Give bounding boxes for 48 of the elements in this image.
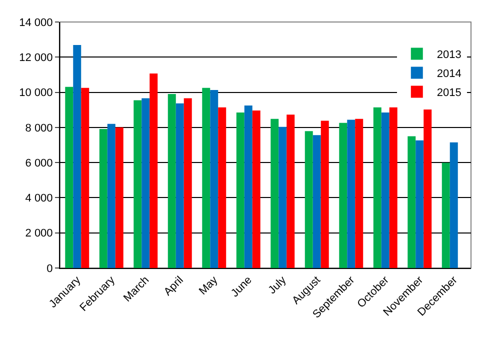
legend-label: 2013: [436, 49, 462, 62]
bar: [115, 127, 124, 268]
y-tick-label: 6 000: [25, 157, 53, 170]
bar: [416, 140, 424, 268]
bar: [252, 110, 260, 268]
bar: [286, 114, 295, 268]
bar: [389, 107, 398, 268]
y-tick-label: 8 000: [25, 122, 53, 134]
bar: [107, 124, 116, 268]
bar: [218, 107, 226, 268]
bar: [65, 86, 74, 268]
y-tick-label: 10 000: [19, 87, 53, 100]
bar: [408, 136, 416, 268]
bar: [373, 107, 382, 268]
bar: [210, 90, 218, 268]
legend-label: 2014: [436, 68, 462, 80]
legend-label: 2015: [436, 87, 462, 100]
bar: [320, 120, 329, 268]
bar: [81, 88, 90, 268]
bar: [278, 126, 287, 268]
y-tick-label: 14 000: [19, 16, 53, 29]
bar: [236, 112, 244, 268]
bar: [73, 45, 82, 268]
bar: [424, 110, 432, 268]
bar: [202, 88, 210, 268]
bar: [150, 73, 158, 268]
bar: [304, 131, 313, 268]
bar: [142, 98, 150, 268]
bar: [244, 105, 252, 268]
bar: [442, 162, 450, 268]
bar: [347, 120, 356, 268]
bar: [355, 118, 364, 268]
bar: [270, 118, 279, 268]
bar: [184, 98, 192, 268]
x-tick-label: May: [196, 274, 220, 298]
bar: [176, 103, 184, 268]
y-tick-label: 0: [46, 262, 53, 275]
bar: [168, 94, 176, 268]
bar: [339, 122, 348, 268]
bar: [99, 129, 108, 268]
y-tick-label: 4 000: [25, 192, 53, 205]
bar: [134, 100, 142, 268]
y-tick-label: 2 000: [25, 228, 53, 240]
bar: [312, 135, 321, 268]
y-tick-label: 12 000: [19, 52, 53, 64]
bar: [381, 112, 390, 268]
bar: [450, 142, 458, 268]
x-tick-label: July: [266, 274, 289, 297]
